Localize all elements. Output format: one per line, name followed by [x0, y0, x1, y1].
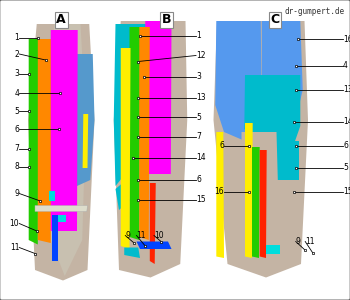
- Text: 10: 10: [10, 219, 19, 228]
- Text: 1: 1: [196, 32, 201, 40]
- Polygon shape: [215, 21, 262, 144]
- Polygon shape: [47, 24, 86, 276]
- Polygon shape: [139, 27, 150, 240]
- Text: 11: 11: [10, 243, 19, 252]
- Text: 5: 5: [14, 106, 19, 116]
- Text: 7: 7: [196, 132, 201, 141]
- Polygon shape: [38, 39, 52, 243]
- Text: 2: 2: [14, 50, 19, 58]
- Text: 12: 12: [196, 51, 205, 60]
- Text: 11: 11: [305, 237, 315, 246]
- Text: 8: 8: [14, 162, 19, 171]
- Polygon shape: [214, 21, 308, 278]
- Polygon shape: [28, 24, 94, 280]
- Text: B: B: [161, 13, 171, 26]
- Text: 13: 13: [196, 93, 206, 102]
- Polygon shape: [49, 190, 55, 201]
- Polygon shape: [145, 21, 172, 174]
- Polygon shape: [130, 27, 140, 240]
- Text: A: A: [56, 13, 66, 26]
- Text: 4: 4: [343, 61, 348, 70]
- Polygon shape: [121, 48, 131, 249]
- Polygon shape: [266, 244, 280, 253]
- Text: 15: 15: [343, 188, 350, 196]
- Text: 3: 3: [196, 72, 201, 81]
- Polygon shape: [252, 147, 260, 258]
- Text: 7: 7: [14, 144, 19, 153]
- Text: 13: 13: [343, 85, 350, 94]
- Text: 9: 9: [125, 231, 130, 240]
- Polygon shape: [273, 141, 299, 180]
- Polygon shape: [124, 248, 140, 258]
- Text: 11: 11: [136, 231, 146, 240]
- Text: 9: 9: [296, 237, 301, 246]
- Polygon shape: [262, 21, 303, 126]
- Text: 5: 5: [196, 112, 201, 122]
- Polygon shape: [245, 123, 253, 258]
- Text: 1: 1: [14, 33, 19, 42]
- Polygon shape: [52, 214, 58, 261]
- Polygon shape: [35, 206, 88, 212]
- Text: dr-gumpert.de: dr-gumpert.de: [285, 8, 345, 16]
- Polygon shape: [241, 132, 280, 261]
- Text: 16: 16: [343, 34, 350, 43]
- Polygon shape: [51, 30, 78, 231]
- Polygon shape: [74, 54, 95, 186]
- Text: 10: 10: [154, 231, 164, 240]
- Text: 6: 6: [196, 176, 201, 184]
- Polygon shape: [29, 39, 38, 244]
- Text: 4: 4: [14, 88, 19, 98]
- Polygon shape: [260, 150, 267, 258]
- Polygon shape: [114, 21, 187, 278]
- Text: 16: 16: [214, 188, 224, 196]
- Polygon shape: [244, 75, 300, 144]
- Polygon shape: [147, 174, 178, 240]
- Polygon shape: [136, 242, 172, 249]
- Polygon shape: [150, 183, 156, 264]
- Polygon shape: [83, 114, 88, 168]
- Text: 6: 6: [219, 141, 224, 150]
- Text: C: C: [270, 13, 279, 26]
- Polygon shape: [216, 132, 224, 258]
- Polygon shape: [116, 180, 130, 210]
- Text: 5: 5: [343, 164, 348, 172]
- Text: 15: 15: [196, 195, 206, 204]
- Text: 14: 14: [196, 153, 206, 162]
- Text: 6: 6: [14, 124, 19, 134]
- Text: 3: 3: [14, 69, 19, 78]
- Polygon shape: [114, 24, 147, 186]
- Polygon shape: [58, 214, 66, 222]
- Text: 14: 14: [343, 117, 350, 126]
- Text: 9: 9: [14, 189, 19, 198]
- Text: 6: 6: [343, 141, 348, 150]
